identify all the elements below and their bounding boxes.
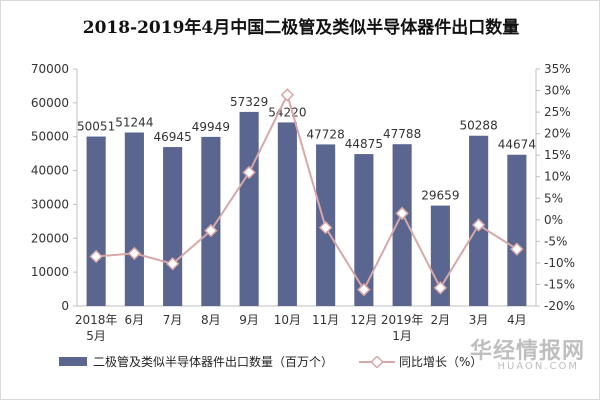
- bar-value-label: 54220: [268, 105, 306, 119]
- y-right-tick-label: -10%: [544, 256, 575, 270]
- y-left-tick-label: 30000: [31, 197, 69, 211]
- bar-value-label: 57329: [230, 95, 268, 109]
- y-right-tick-label: -5%: [544, 234, 567, 248]
- growth-point: [242, 165, 256, 180]
- y-left-tick-label: 20000: [31, 231, 69, 245]
- x-tick-label: 12月: [350, 313, 377, 327]
- x-tick-label: 10月: [274, 313, 301, 327]
- bar-value-label: 47788: [383, 127, 421, 141]
- bar-value-label: 47728: [307, 127, 345, 141]
- legend-item-line: 同比增长（%）: [359, 353, 482, 370]
- x-axis-labels: 2018年 5月 6月 7月 8月 9月 10月 11月 12月 2019年 1月 2月 3月 4月: [75, 313, 527, 343]
- x-tick-label: 1月: [392, 329, 412, 343]
- growth-point: [204, 223, 218, 238]
- growth-point: [471, 218, 486, 232]
- x-tick-label: 4月: [507, 313, 527, 327]
- y-left-tick-label: 40000: [31, 164, 69, 178]
- y-right-tick-label: 25%: [544, 105, 571, 119]
- bar: [201, 136, 221, 306]
- bar-value-label: 49949: [192, 120, 230, 134]
- y-right-tick-label: 35%: [544, 62, 571, 76]
- bar: [392, 144, 412, 306]
- growth-point: [127, 246, 142, 261]
- y-right-tick-label: -20%: [544, 299, 575, 313]
- legend-bar-swatch: [59, 357, 87, 366]
- x-tick-label: 5月: [86, 329, 106, 343]
- y-right-tick-label: 15%: [544, 148, 571, 162]
- x-tick-label: 7月: [163, 313, 183, 327]
- bar: [86, 136, 106, 306]
- y-left-tick-label: 10000: [31, 265, 69, 279]
- growth-point: [357, 282, 371, 297]
- y-right-tick-label: -15%: [544, 277, 575, 291]
- bar: [124, 132, 144, 306]
- y-left-tick-label: 70000: [31, 62, 69, 76]
- legend-bar-label: 二极管及类似半导体器件出口数量（百万个）: [93, 355, 334, 369]
- legend-item-bar: 二极管及类似半导体器件出口数量（百万个）: [59, 353, 333, 370]
- bar: [354, 154, 374, 306]
- y-right-tick-label: 5%: [544, 191, 563, 205]
- x-tick-label: 2019年: [381, 313, 424, 327]
- growth-point: [280, 88, 295, 102]
- y-right-tick-label: 20%: [544, 127, 571, 141]
- bar-value-label: 50288: [460, 119, 498, 133]
- bar-value-label: 44674: [498, 138, 536, 152]
- y-right-tick-label: 30%: [544, 84, 571, 98]
- bar-value-label: 50051: [77, 120, 115, 134]
- x-tick-label: 8月: [201, 313, 221, 327]
- bar-value-labels: 50051 51244469454994957329542204772844875…: [77, 95, 536, 203]
- x-tick-label: 9月: [239, 313, 259, 327]
- growth-point: [395, 206, 409, 221]
- y-left-tick-label: 60000: [31, 96, 69, 110]
- growth-point: [433, 281, 448, 295]
- legend-line-swatch: [359, 355, 395, 368]
- chart-axes: 0 10000 20000 30000 40000 50000 60000 70000 -20%…: [31, 62, 575, 313]
- chart-title: 2018-2019年4月中国二极管及类似半导体器件出口数量: [82, 18, 520, 38]
- bar: [163, 147, 183, 306]
- bar-series: [86, 111, 527, 306]
- bar-value-label: 29659: [421, 189, 459, 203]
- growth-point: [510, 242, 524, 256]
- x-tick-label: 2018年: [75, 313, 118, 327]
- y-left-tick-label: 0: [61, 299, 69, 313]
- x-tick-label: 6月: [125, 313, 145, 327]
- growth-point: [165, 257, 180, 271]
- y-right-tick-label: 10%: [544, 170, 571, 184]
- bar: [507, 154, 527, 306]
- line-series: [89, 88, 524, 297]
- growth-line: [96, 92, 518, 292]
- y-right-tick-label: 0%: [544, 213, 563, 227]
- bar-value-label: 44875: [345, 137, 383, 151]
- x-tick-label: 3月: [469, 313, 489, 327]
- growth-point: [318, 220, 333, 235]
- bar: [239, 111, 259, 306]
- y-left-tick-label: 50000: [31, 130, 69, 144]
- bar-value-label: 46945: [154, 130, 192, 144]
- x-tick-label: 2月: [431, 313, 451, 327]
- x-tick-label: 11月: [312, 313, 339, 327]
- legend-line-label: 同比增长（%）: [399, 355, 483, 369]
- growth-point: [89, 249, 103, 264]
- bar: [277, 122, 297, 306]
- bar-value-label: 51244: [115, 116, 153, 130]
